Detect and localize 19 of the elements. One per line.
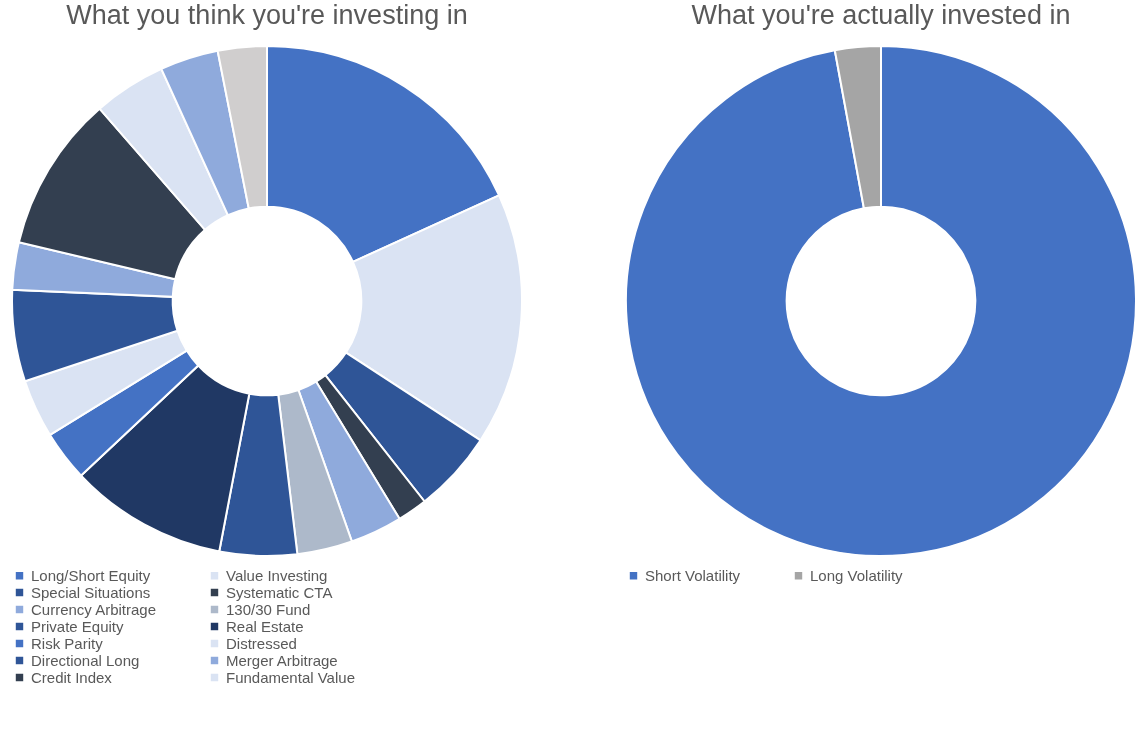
legend-label: Systematic CTA [226,583,333,601]
legend-label: Distressed [226,634,297,652]
legend-label: Merger Arbitrage [226,651,338,669]
legend-label: Fundamental Value [226,668,355,686]
legend-label: Directional Long [31,651,140,669]
legend-label: Real Estate [226,617,304,635]
legend-label: Special Situations [31,583,151,601]
legend-label: Risk Parity [31,634,104,652]
chart-title: What you think you're investing in [66,0,468,30]
legend-label: 130/30 Fund [226,600,311,618]
chart-title: What you're actually invested in [691,0,1071,30]
legend-label: Private Equity [31,617,125,635]
legend-label: Short Volatility [645,566,741,584]
legend-label: Value Investing [226,566,328,584]
legend-label: Credit Index [31,668,113,686]
legend-label: Long/Short Equity [31,566,151,584]
legend-label: Long Volatility [810,566,904,584]
donut-slice [625,45,1137,557]
legend-label: Currency Arbitrage [31,600,157,618]
